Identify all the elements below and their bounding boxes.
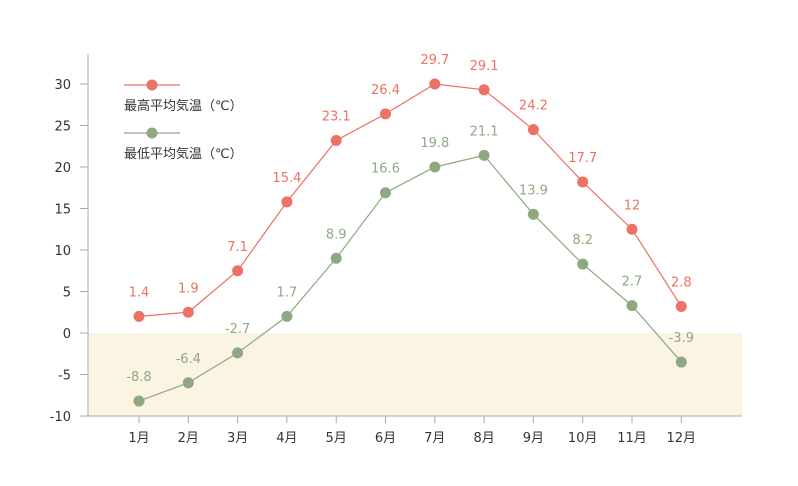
data-label: 29.1	[470, 59, 499, 74]
data-point	[626, 300, 638, 312]
data-label: 8.2	[572, 233, 593, 248]
legend: 最高平均気温（℃） 最低平均気温（℃）	[124, 79, 243, 162]
y-tick-label: 10	[54, 244, 71, 259]
data-point	[429, 161, 441, 173]
y-axis-ticks: 30 25 20 15 10 5 0 -5 -10	[50, 78, 88, 425]
data-label: 19.8	[420, 136, 449, 151]
data-point	[626, 223, 638, 235]
series-max: 1.4 1.9 7.1 15.4 23.1 26.4 29.7 29.1 24.2 17.7 12 2…	[129, 53, 692, 322]
x-tick-label: 5月	[326, 431, 347, 446]
data-point	[232, 347, 244, 359]
data-point	[429, 78, 441, 90]
data-label: 15.4	[272, 171, 301, 186]
x-tick-label: 7月	[424, 431, 445, 446]
data-label: 21.1	[470, 124, 499, 139]
x-tick-label: 10月	[568, 431, 598, 446]
data-point	[182, 377, 194, 389]
legend-marker-min	[146, 127, 158, 139]
x-tick-label: 9月	[523, 431, 544, 446]
data-point	[330, 252, 342, 264]
data-label: 1.4	[129, 285, 150, 300]
data-label: 2.8	[671, 275, 692, 290]
data-label: 12	[624, 198, 641, 213]
data-point	[675, 356, 687, 368]
legend-item-min: 最低平均気温（℃）	[124, 127, 243, 162]
below-zero-band	[88, 333, 742, 416]
data-label: -8.8	[126, 370, 151, 385]
series-min: -8.8 -6.4 -2.7 1.7 8.9 16.6 19.8 21.1 13.9 8.2 2.7…	[126, 124, 694, 407]
x-tick-label: 6月	[375, 431, 396, 446]
series-line	[138, 154, 682, 402]
legend-label-max: 最高平均気温（℃）	[124, 98, 243, 114]
x-tick-label: 1月	[128, 431, 149, 446]
series-line	[138, 83, 682, 317]
data-point	[380, 187, 391, 199]
legend-item-max: 最高平均気温（℃）	[124, 79, 243, 114]
legend-label-min: 最低平均気温（℃）	[124, 146, 243, 162]
x-tick-label: 11月	[617, 431, 647, 446]
data-label: 8.9	[326, 227, 347, 242]
data-label: 24.2	[519, 99, 548, 114]
data-label: 7.1	[227, 240, 248, 255]
y-tick-label: 25	[54, 120, 71, 135]
legend-marker-max	[146, 79, 158, 91]
data-point	[675, 300, 687, 312]
y-tick-label: -10	[50, 410, 71, 425]
data-label: -2.7	[225, 322, 250, 337]
data-label: 1.9	[178, 281, 199, 296]
data-label: 26.4	[371, 83, 400, 98]
x-tick-label: 3月	[227, 431, 248, 446]
data-point	[527, 124, 539, 136]
data-label: 16.6	[371, 162, 400, 177]
x-tick-label: 12月	[667, 431, 697, 446]
y-tick-label: -5	[58, 369, 71, 384]
data-label: 17.7	[568, 151, 597, 166]
y-tick-label: 0	[63, 327, 71, 342]
data-point	[281, 310, 293, 322]
data-point	[232, 265, 244, 277]
data-point	[577, 258, 589, 270]
data-point	[380, 108, 391, 120]
data-label: 29.7	[420, 53, 449, 68]
y-tick-label: 30	[54, 78, 71, 93]
data-label: 13.9	[519, 183, 548, 198]
data-label: 1.7	[277, 285, 298, 300]
data-label: -6.4	[176, 352, 201, 367]
y-tick-label: 5	[63, 286, 71, 301]
data-point	[133, 310, 145, 322]
y-tick-label: 20	[54, 161, 71, 176]
data-point	[577, 176, 589, 188]
y-tick-label: 15	[54, 203, 71, 218]
x-tick-label: 4月	[276, 431, 297, 446]
data-label: 2.7	[622, 275, 643, 290]
data-point	[281, 196, 293, 208]
data-point	[478, 149, 490, 161]
data-point	[527, 208, 539, 220]
x-tick-label: 8月	[473, 431, 494, 446]
series-layer: 1.4 1.9 7.1 15.4 23.1 26.4 29.7 29.1 24.2 17.7 12 2…	[126, 53, 694, 407]
data-label: 23.1	[322, 109, 351, 124]
x-axis-ticks: 1月 2月 3月 4月 5月 6月 7月 8月 9月 10月 11月 12月	[128, 416, 696, 446]
data-point	[478, 84, 490, 96]
data-label: -3.9	[669, 331, 694, 346]
x-tick-label: 2月	[178, 431, 199, 446]
data-point	[133, 395, 145, 407]
data-point	[182, 306, 194, 318]
data-point	[330, 134, 342, 146]
